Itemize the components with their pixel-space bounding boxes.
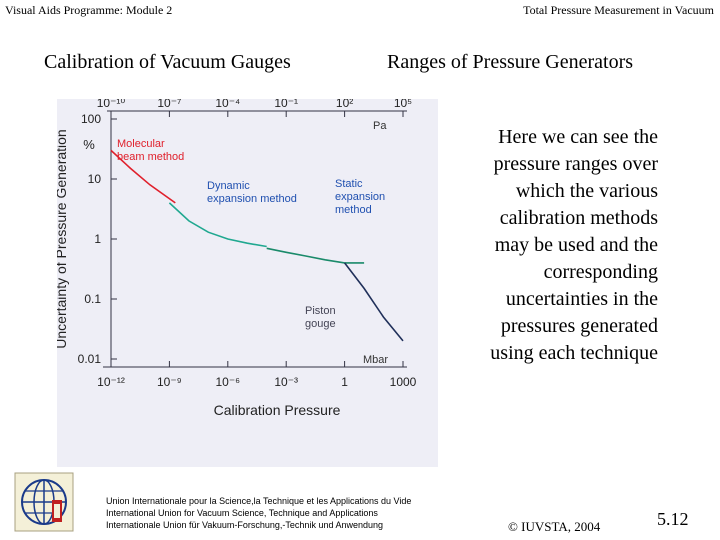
description-line: calibration methods [499,207,658,229]
chart-panel: 10⁻¹² 10⁻⁹ 10⁻⁶ 10⁻³ 1 1000 10⁻¹⁰ 10⁻⁷ 10⁻⁴ 10⁻¹ 1… [53,96,438,467]
org-name-english: International Union for Vacuum Science, … [106,508,378,518]
molecular-beam-curve [110,149,176,204]
x-tick-label: 10⁻³ [274,375,298,389]
description-line: may be used and the [494,234,658,256]
x-tick-label: 1 [341,375,348,389]
slide-title-left: Calibration of Vacuum Gauges [44,51,291,73]
x-top-tick-label: 10⁻⁷ [157,99,181,110]
static-expansion-curve [266,247,365,264]
x-top-tick-label: 10² [336,99,353,110]
x-top-unit-label: Pa [373,120,387,132]
org-name-french: Union Internationale pour la Science,la … [106,496,412,506]
description-line: pressure ranges over [493,153,658,175]
x-axis-title: Calibration Pressure [214,402,341,418]
slide-number: 5.12 [657,509,689,529]
description-text: Here we can see the pressure ranges over… [418,124,658,367]
copyright: © IUVSTA, 2004 [508,519,601,534]
y-unit-label: % [83,137,95,152]
x-top-tick-label: 10⁻¹ [274,99,298,110]
header-module: Visual Aids Programme: Module 2 [5,3,173,17]
pressure-range-chart: 10⁻¹² 10⁻⁹ 10⁻⁶ 10⁻³ 1 1000 10⁻¹⁰ 10⁻⁷ 10⁻⁴ 10⁻¹ 1… [53,96,417,418]
description-line: using each technique [490,342,658,364]
y-tick-label: 0.1 [84,292,101,306]
description-line: corresponding [543,261,658,283]
dynamic-expansion-curve [168,202,267,248]
molecular-series-label: Molecular beam method [117,138,184,163]
slide-title-right: Ranges of Pressure Generators [387,51,634,73]
y-tick-label: 1 [94,232,101,246]
piston-series-label: Piston gouge [305,305,336,330]
description-line: which the various [515,180,658,202]
piston-gauge-curve [343,262,404,342]
x-top-tick-label: 10⁵ [394,99,412,110]
description-line: pressures generated [500,315,658,337]
y-axis-title: Uncertainty of Pressure Generation [57,129,69,348]
header-topic: Total Pressure Measurement in Vacuum [523,3,714,17]
y-tick-label: 0.01 [78,352,102,366]
x-tick-label: 10⁻⁹ [157,375,182,389]
x-tick-label: 10⁻¹² [97,375,125,389]
globe-logo-icon [14,472,74,532]
x-tick-label: 10⁻⁶ [215,375,240,389]
static-series-label: Static expansion method [335,178,385,216]
org-name-german: Internationale Union für Vakuum-Forschun… [106,520,384,530]
organization-names: Union Internationale pour la Science,la … [106,495,466,531]
dynamic-series-label: Dynamic expansion method [207,180,297,205]
description-line: uncertainties in the [505,288,658,310]
iuvsta-logo [14,472,74,532]
x-top-tick-label: 10⁻¹⁰ [97,99,126,110]
x-top-tick-label: 10⁻⁴ [215,99,240,110]
x-tick-label: 1000 [390,375,417,389]
y-tick-label: 10 [88,172,102,186]
y-tick-label: 100 [81,112,101,126]
description-line: Here we can see the [498,126,658,148]
x-unit-label: Mbar [363,354,388,366]
